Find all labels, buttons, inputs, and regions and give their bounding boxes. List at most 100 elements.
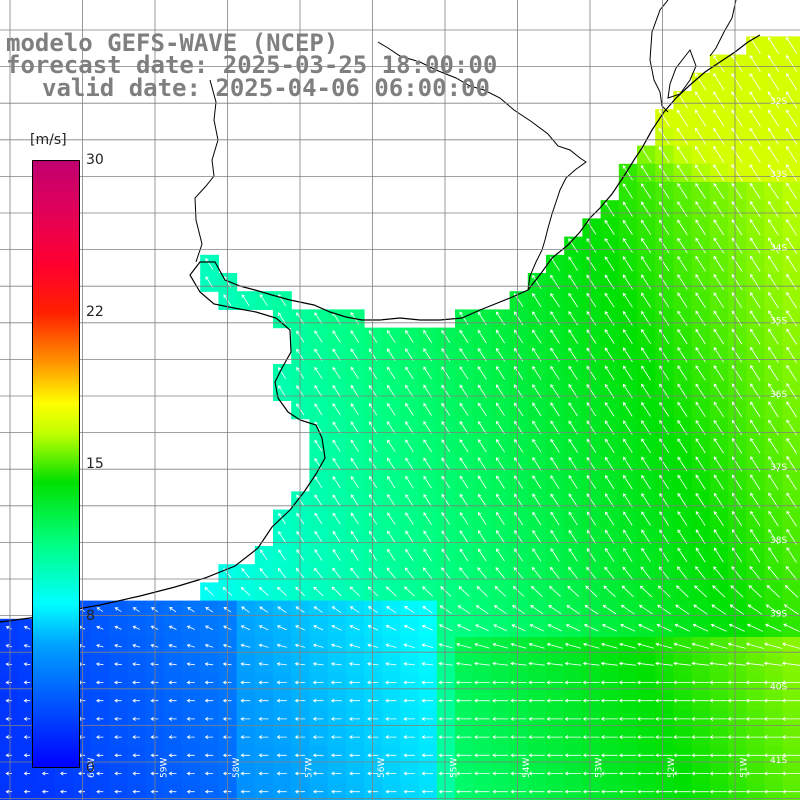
wind-arrow bbox=[495, 402, 505, 417]
wind-arrow bbox=[276, 789, 287, 794]
wind-arrow bbox=[782, 753, 800, 758]
wind-arrow bbox=[350, 512, 359, 525]
wind-arrow bbox=[510, 698, 527, 703]
wind-arrow bbox=[132, 789, 140, 794]
wind-arrow bbox=[695, 182, 706, 199]
wind-arrow bbox=[23, 753, 31, 758]
wind-arrow bbox=[586, 493, 597, 508]
wind-arrow bbox=[132, 625, 140, 630]
wind-arrow bbox=[768, 292, 779, 309]
wind-arrow bbox=[405, 366, 414, 380]
wind-arrow bbox=[528, 642, 545, 649]
wind-arrow bbox=[204, 735, 214, 740]
wind-arrow bbox=[314, 403, 323, 416]
wind-arrow bbox=[659, 529, 670, 544]
wind-arrow bbox=[23, 698, 31, 703]
wind-arrow bbox=[240, 680, 251, 685]
wind-arrow bbox=[695, 201, 706, 218]
wind-arrow bbox=[495, 329, 506, 344]
wind-arrow bbox=[367, 662, 379, 666]
wind-arrow bbox=[623, 438, 633, 453]
wind-arrow bbox=[314, 312, 323, 325]
wind-arrow bbox=[510, 661, 527, 666]
wind-arrow bbox=[240, 643, 251, 648]
wind-arrow bbox=[783, 604, 800, 615]
wind-arrow bbox=[5, 753, 12, 758]
wind-arrow bbox=[277, 606, 287, 613]
wind-arrow bbox=[258, 789, 269, 794]
wind-arrow bbox=[512, 605, 525, 615]
wind-arrow bbox=[655, 789, 673, 794]
wind-arrow bbox=[691, 698, 710, 703]
wind-arrow bbox=[96, 789, 104, 794]
wind-arrow bbox=[187, 607, 195, 613]
wind-arrow bbox=[658, 566, 670, 580]
wind-cell bbox=[782, 364, 800, 383]
wind-arrow bbox=[405, 439, 414, 453]
wind-arrow bbox=[240, 735, 251, 740]
wind-arrow bbox=[332, 421, 341, 434]
wind-arrow bbox=[786, 73, 798, 91]
wind-arrow bbox=[677, 401, 688, 417]
wind-arrow bbox=[314, 512, 323, 525]
wind-arrow bbox=[459, 402, 469, 416]
wind-arrow bbox=[132, 643, 141, 648]
wind-arrow bbox=[204, 716, 214, 721]
wind-arrow bbox=[546, 680, 563, 685]
wind-arrow bbox=[168, 753, 177, 758]
wind-arrow bbox=[331, 625, 342, 631]
wind-arrow bbox=[586, 529, 597, 544]
wind-arrow bbox=[441, 402, 451, 416]
wind-arrow bbox=[41, 789, 49, 794]
wind-arrow bbox=[404, 567, 415, 579]
wind-arrow bbox=[659, 474, 670, 490]
wind-arrow bbox=[528, 735, 545, 740]
wind-arrow bbox=[510, 789, 527, 794]
wind-arrow bbox=[367, 735, 379, 740]
wind-arrow bbox=[749, 73, 761, 91]
wind-arrow bbox=[477, 420, 487, 435]
wind-arrow bbox=[438, 771, 453, 776]
wind-arrow bbox=[786, 127, 798, 145]
wind-arrow bbox=[783, 623, 800, 632]
wind-arrow bbox=[727, 771, 746, 776]
wind-arrow bbox=[709, 642, 728, 649]
wind-arrow bbox=[349, 789, 360, 794]
wind-arrow bbox=[749, 565, 761, 581]
wind-arrow bbox=[495, 366, 505, 380]
wind-arrow bbox=[96, 607, 104, 613]
wind-arrow bbox=[550, 402, 560, 417]
wind-arrow bbox=[510, 735, 527, 740]
wind-arrow bbox=[350, 439, 359, 452]
wind-arrow bbox=[496, 548, 505, 562]
wind-arrow bbox=[114, 680, 122, 685]
wind-arrow bbox=[474, 771, 490, 776]
wind-arrow bbox=[510, 680, 527, 685]
wind-arrow bbox=[96, 644, 104, 648]
wind-arrow bbox=[387, 366, 396, 380]
wind-arrow bbox=[659, 456, 670, 472]
wind-arrow bbox=[423, 512, 432, 525]
wind-arrow bbox=[459, 493, 469, 507]
wind-arrow bbox=[766, 585, 781, 598]
wind-arrow bbox=[260, 549, 268, 561]
wind-arrow bbox=[713, 401, 724, 418]
colorbar-unit: [m/s] bbox=[30, 132, 67, 148]
wind-arrow bbox=[350, 530, 359, 543]
wind-arrow bbox=[259, 606, 269, 613]
wind-arrow bbox=[745, 789, 764, 794]
wind-arrow bbox=[586, 292, 597, 308]
wind-arrow bbox=[659, 438, 670, 454]
wind-arrow bbox=[749, 237, 761, 254]
wind-arrow bbox=[782, 642, 800, 649]
wind-arrow bbox=[532, 420, 542, 435]
wind-arrow bbox=[492, 735, 508, 740]
wind-arrow bbox=[368, 330, 378, 343]
wind-arrow bbox=[601, 642, 618, 649]
wind-arrow bbox=[637, 735, 655, 740]
wind-cell bbox=[782, 291, 800, 310]
wind-arrow bbox=[349, 625, 360, 631]
wind-arrow bbox=[474, 753, 490, 758]
wind-arrow bbox=[767, 73, 780, 91]
lat-label: 32S bbox=[770, 97, 787, 107]
